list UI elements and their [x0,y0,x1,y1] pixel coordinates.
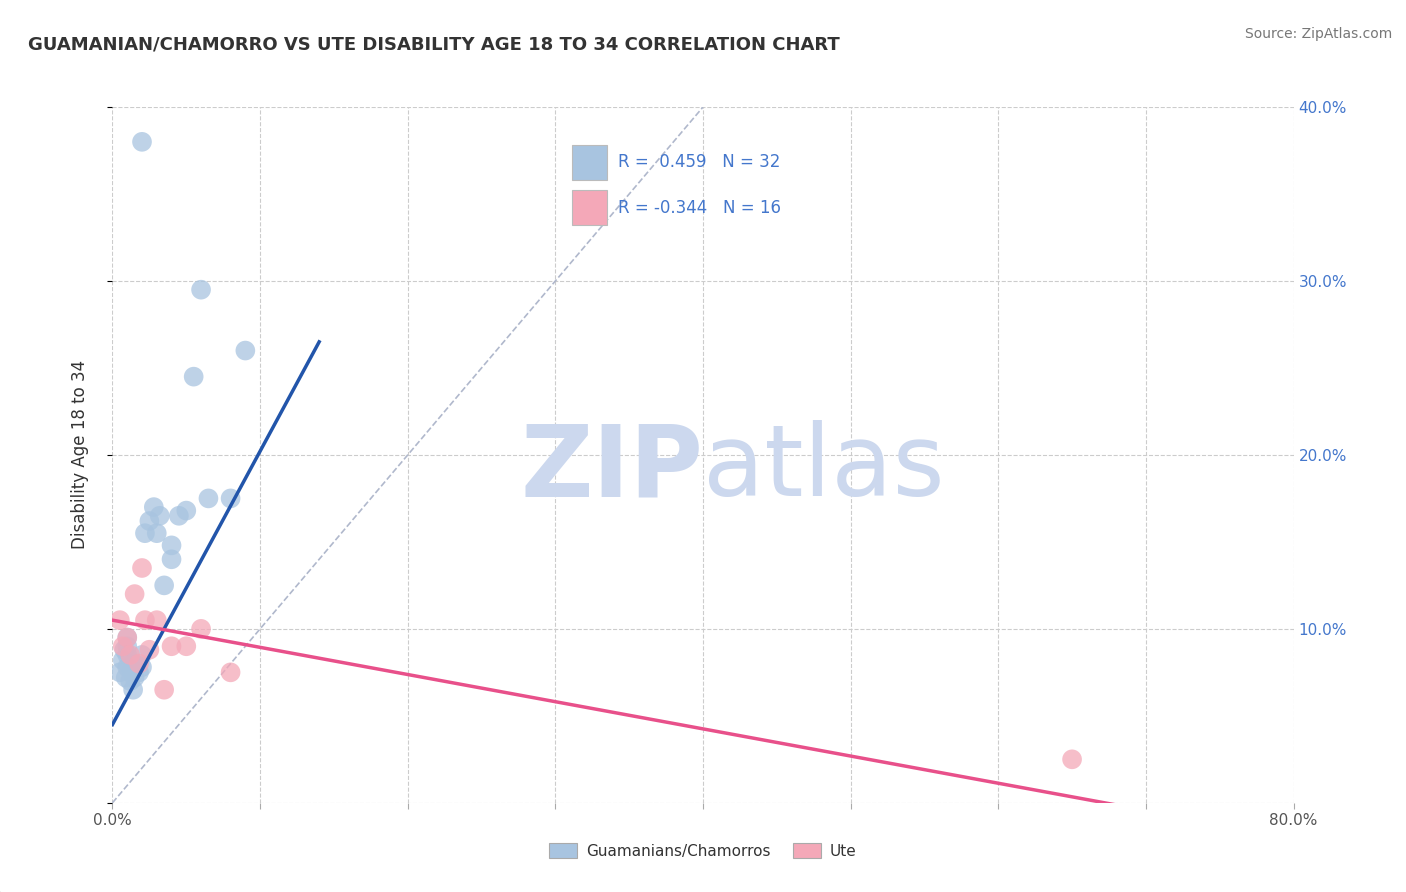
Point [128,657,150,671]
Point [219,665,242,680]
Point [131,561,153,575]
Text: Source: ZipAtlas.com: Source: ZipAtlas.com [1244,27,1392,41]
Point [121,664,143,678]
Point [190,283,212,297]
Point [124,587,146,601]
Point [190,622,212,636]
Point [197,491,219,506]
Point [131,648,153,662]
Point [138,514,160,528]
Point [146,526,169,541]
Point [117,631,138,645]
Y-axis label: Disability Age 18 to 34: Disability Age 18 to 34 [70,360,89,549]
Point [138,642,160,657]
Point [131,660,153,674]
Point [111,653,134,667]
Point [120,648,142,662]
Point [153,682,176,697]
Point [112,642,135,657]
Point [183,369,205,384]
Legend: Guamanians/Chamorros, Ute: Guamanians/Chamorros, Ute [543,837,863,864]
Point [111,639,134,653]
Point [142,500,165,514]
Point [149,508,172,523]
Point [219,491,242,506]
Text: ZIP: ZIP [520,420,703,517]
Point [120,674,142,689]
Point [174,503,197,517]
Text: atlas: atlas [703,420,945,517]
Point [124,671,146,685]
Point [134,526,156,541]
Point [117,639,138,653]
Point [124,657,146,671]
Point [146,613,169,627]
Point [128,665,150,680]
Point [108,613,131,627]
Point [160,538,183,552]
Point [233,343,256,358]
Point [1062,752,1084,766]
Point [153,578,176,592]
Text: GUAMANIAN/CHAMORRO VS UTE DISABILITY AGE 18 TO 34 CORRELATION CHART: GUAMANIAN/CHAMORRO VS UTE DISABILITY AGE… [28,36,839,54]
Point [160,552,183,566]
Point [134,613,156,627]
Point [108,665,131,680]
Point [160,639,183,653]
Point [167,508,190,523]
Point [117,648,138,662]
Point [114,671,136,685]
Point [174,639,197,653]
Point [131,135,153,149]
Point [122,682,145,697]
Point [117,660,138,674]
Point [117,631,138,645]
